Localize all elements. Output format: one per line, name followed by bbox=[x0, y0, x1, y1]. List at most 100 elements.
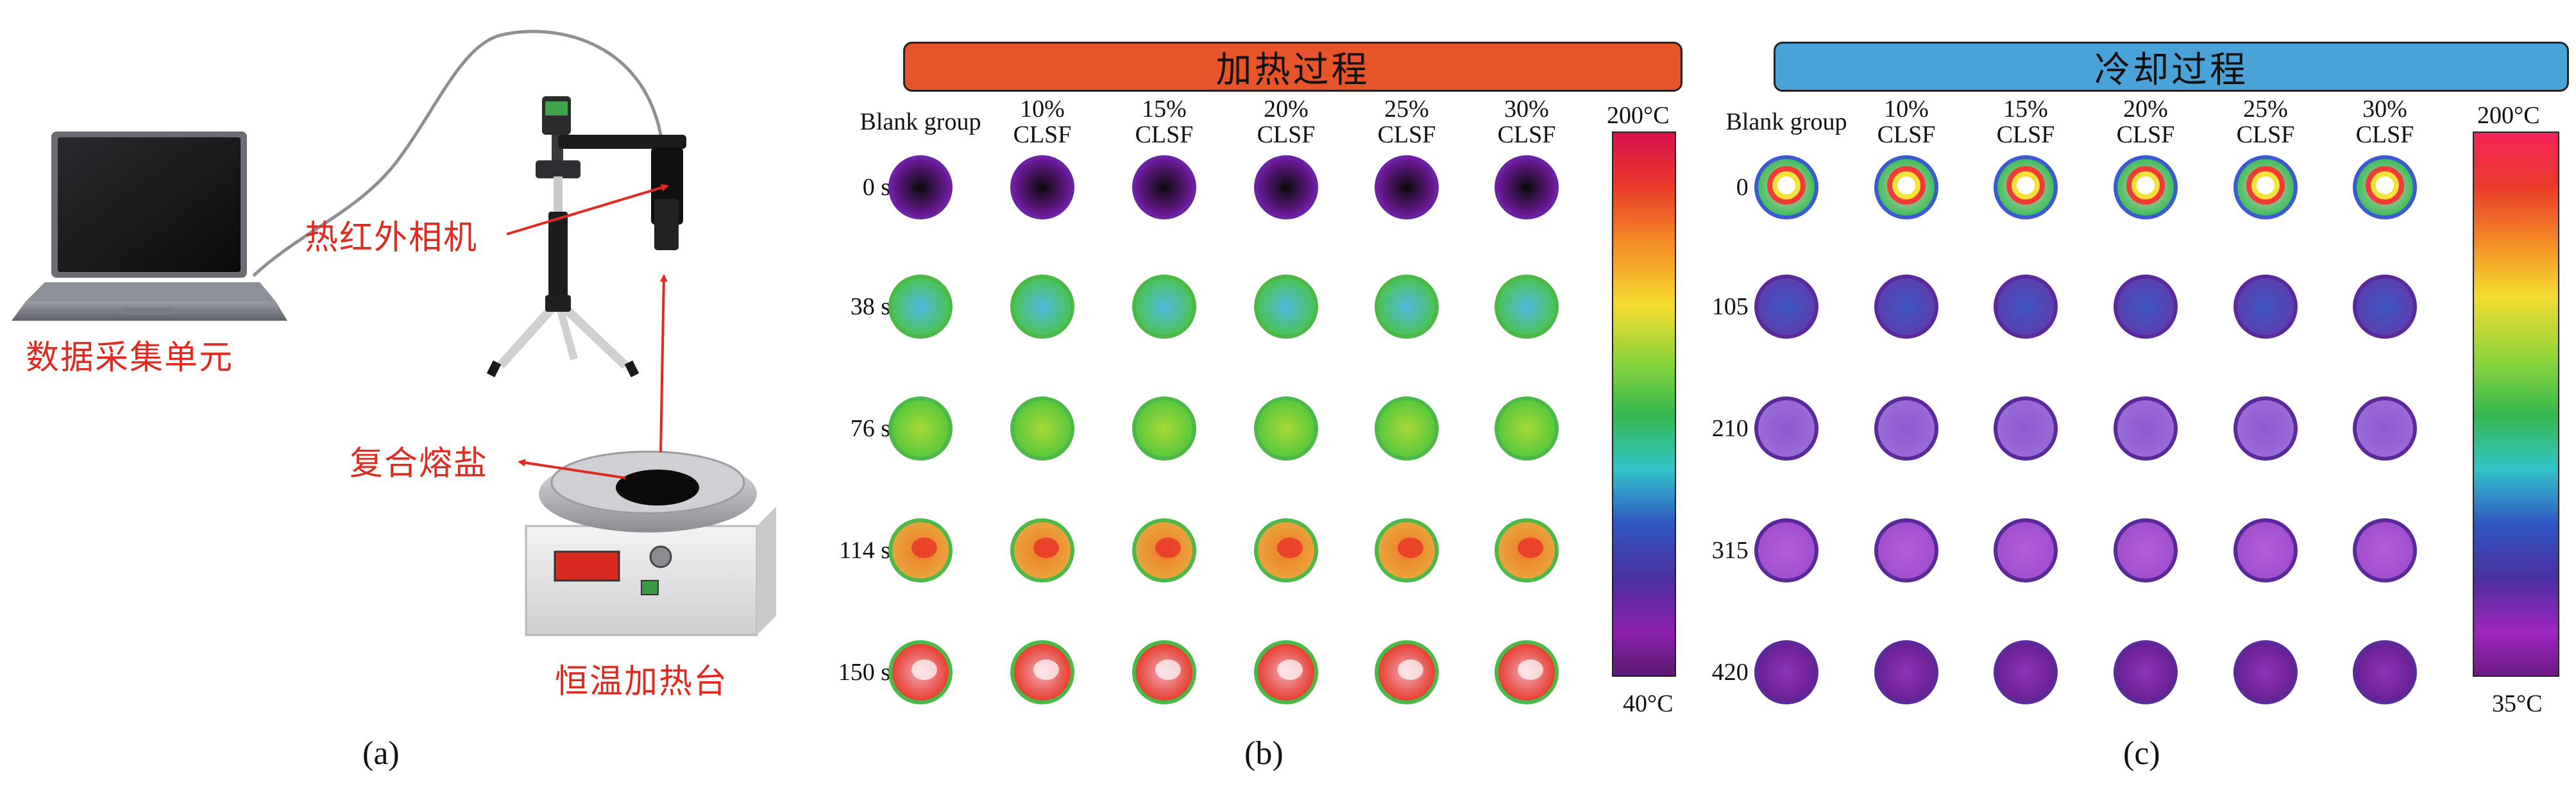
panel-a: 数据采集单元 热红外相机 复合熔盐 恒温加热台 (a) bbox=[0, 0, 834, 807]
dish-surface bbox=[1878, 522, 1935, 579]
row-label-4: 150 s bbox=[838, 659, 890, 686]
column-header-5: 30% CLSF bbox=[2321, 96, 2449, 148]
thermal-grid-c bbox=[1754, 155, 2417, 704]
thermal-dish bbox=[1874, 275, 1938, 339]
thermal-dish bbox=[1754, 155, 1818, 219]
label-data-unit: 数据采集单元 bbox=[26, 339, 234, 377]
thermal-dish bbox=[1874, 518, 1938, 582]
thermal-dish bbox=[1132, 275, 1196, 339]
thermal-dish bbox=[1254, 155, 1318, 219]
thermal-dish bbox=[1254, 640, 1318, 704]
thermal-dish bbox=[2353, 640, 2417, 704]
dish-surface bbox=[1014, 400, 1071, 457]
dish-surface bbox=[1498, 159, 1555, 216]
column-header-line2: CLSF bbox=[2116, 121, 2175, 148]
dish-surface bbox=[1878, 278, 1935, 335]
thermal-dish bbox=[1495, 396, 1559, 461]
banner-cooling-text: 冷却过程 bbox=[2094, 49, 2248, 91]
row-label-3: 114 s bbox=[839, 537, 890, 564]
column-header-0: Blank group bbox=[1722, 109, 1851, 135]
dish-surface bbox=[1997, 522, 2054, 579]
label-molten-salt: 复合熔盐 bbox=[350, 445, 489, 483]
dish-hot-spot bbox=[1398, 538, 1423, 558]
thermal-dish bbox=[888, 518, 953, 582]
column-header-line1: 20% bbox=[1264, 96, 1309, 123]
dish-surface bbox=[892, 278, 949, 335]
dish-surface bbox=[2117, 644, 2174, 701]
column-header-2: 15% CLSF bbox=[1100, 96, 1228, 148]
thermal-dish bbox=[1375, 396, 1439, 461]
thermal-dish bbox=[2233, 518, 2298, 582]
thermal-dish bbox=[1994, 518, 2058, 582]
arrow-to-salt bbox=[518, 459, 626, 479]
thermal-dish bbox=[2114, 155, 2178, 219]
dish-surface bbox=[2237, 278, 2294, 335]
thermal-dish bbox=[1495, 155, 1559, 219]
thermal-dish bbox=[2114, 640, 2178, 704]
banner-heating: 加热过程 bbox=[903, 42, 1682, 92]
dish-surface bbox=[1758, 644, 1815, 701]
column-header-line1: 25% bbox=[1384, 96, 1429, 123]
column-header-line2: CLSF bbox=[1377, 121, 1436, 148]
panel-a-illustration bbox=[12, 30, 776, 636]
thermal-dish bbox=[888, 155, 953, 219]
thermal-dish bbox=[1874, 640, 1938, 704]
column-header-5: 30% CLSF bbox=[1462, 96, 1591, 148]
banner-heating-text: 加热过程 bbox=[1216, 49, 1370, 91]
panel-c-label: (c) bbox=[2123, 735, 2160, 772]
thermal-dish bbox=[2114, 518, 2178, 582]
tripod-camera-icon bbox=[486, 96, 686, 378]
dish-hot-spot bbox=[1518, 659, 1543, 680]
thermal-dish bbox=[1375, 518, 1439, 582]
dish-hot-spot bbox=[911, 538, 937, 558]
thermal-dish bbox=[1010, 275, 1074, 339]
column-header-line2: CLSF bbox=[1497, 121, 1556, 148]
panel-a-label: (a) bbox=[362, 735, 400, 772]
thermal-dish bbox=[1994, 275, 2058, 339]
dish-hot-spot bbox=[1155, 538, 1181, 558]
dish-surface bbox=[2117, 278, 2174, 335]
column-header-line1: 30% bbox=[2362, 96, 2407, 123]
panel-b-label: (b) bbox=[1244, 735, 1284, 772]
thermal-dish bbox=[1994, 396, 2058, 461]
thermal-dish bbox=[2353, 396, 2417, 461]
colorbar-b-min: 40°C bbox=[1623, 690, 1674, 717]
thermal-dish bbox=[1375, 640, 1439, 704]
dish-hot-ring bbox=[1777, 176, 1795, 194]
colorbar-c-max: 200°C bbox=[2477, 102, 2540, 129]
column-header-line1: 15% bbox=[1142, 96, 1187, 123]
thermal-dish bbox=[888, 396, 953, 461]
thermal-dish bbox=[1254, 396, 1318, 461]
column-header-line2: CLSF bbox=[1257, 121, 1316, 148]
column-header-0: Blank group bbox=[856, 109, 985, 135]
thermal-dish bbox=[1994, 155, 2058, 219]
dish-hot-ring bbox=[2376, 176, 2394, 194]
dish-surface bbox=[1997, 278, 2054, 335]
dish-surface bbox=[1878, 400, 1935, 457]
dish-surface bbox=[2237, 522, 2294, 579]
dish-hot-spot bbox=[1277, 659, 1303, 680]
dish-surface bbox=[892, 159, 949, 216]
column-header-line1: Blank group bbox=[860, 108, 981, 135]
dish-surface bbox=[1997, 400, 2054, 457]
thermal-dish bbox=[1254, 518, 1318, 582]
panel-b: 加热过程 Blank group 10% CLSF 15% CLSF 20% CLSF 25%… bbox=[834, 0, 1713, 807]
thermal-dish bbox=[2353, 518, 2417, 582]
thermal-dish bbox=[2114, 275, 2178, 339]
dish-surface bbox=[1136, 159, 1192, 216]
dish-hot-spot bbox=[1155, 659, 1181, 680]
column-headers-c: Blank group 10% CLSF 15% CLSF 20% CLSF 25% CLSF 3… bbox=[1713, 96, 2576, 160]
column-header-line1: Blank group bbox=[1725, 108, 1847, 135]
row-label-2: 76 s bbox=[850, 415, 890, 442]
thermal-dish bbox=[888, 275, 953, 339]
dish-surface bbox=[1136, 278, 1192, 335]
colorbar-b bbox=[1612, 132, 1676, 677]
dish-surface bbox=[1758, 400, 1815, 457]
colorbar-b-max: 200°C bbox=[1607, 102, 1670, 129]
laptop-icon bbox=[12, 132, 287, 321]
thermal-dish bbox=[1754, 640, 1818, 704]
column-header-line2: CLSF bbox=[1996, 121, 2055, 148]
column-header-line2: CLSF bbox=[1877, 121, 1936, 148]
thermal-dish bbox=[1010, 396, 1074, 461]
dish-surface bbox=[1258, 400, 1314, 457]
